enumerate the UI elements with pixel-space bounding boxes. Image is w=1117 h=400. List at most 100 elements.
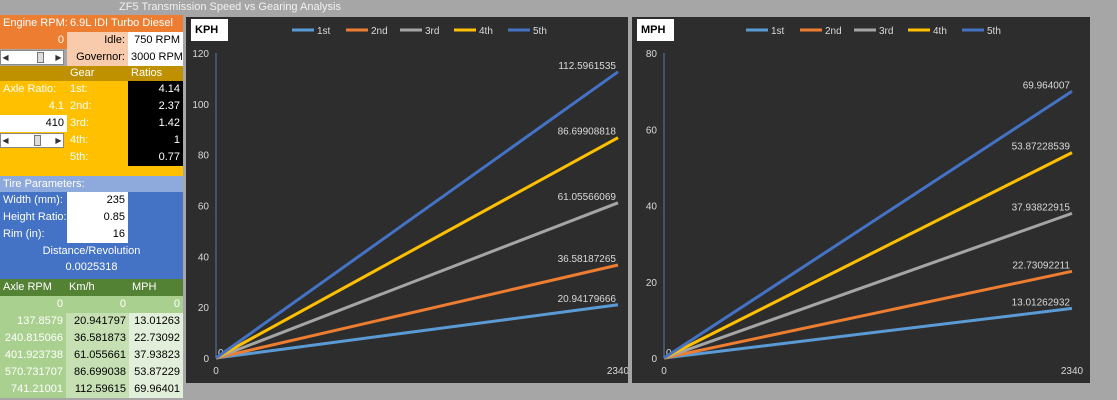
table-cell: 36.581873 — [66, 330, 129, 347]
series-line-3rd — [215, 201, 619, 360]
table-header-kmh: Km/h — [66, 279, 129, 296]
table-cell: 37.93823 — [129, 347, 183, 364]
tire-width-row: Width (mm): 235 — [0, 192, 183, 209]
mph-unit-label: MPH — [637, 19, 674, 41]
series-line-4th — [215, 136, 619, 360]
series-line-5th — [663, 90, 1073, 360]
table-cell: 0 — [0, 296, 66, 313]
legend-label: 2nd — [371, 26, 388, 37]
governor-value: 3000 RPM — [128, 49, 183, 66]
gear-label: 3rd: — [67, 115, 128, 132]
x-tick-label: 0 — [661, 366, 667, 377]
table-cell: 741.21001 — [0, 381, 66, 398]
gear-row-5: 5th: 0.77 — [0, 149, 183, 166]
series-line-5th — [215, 70, 619, 360]
gear-label: 4th: — [67, 132, 128, 149]
tire-rim-value[interactable]: 16 — [67, 226, 128, 243]
legend-label: 1st — [317, 26, 331, 37]
engine-rpm-slider-row: ◀ ▶ — [0, 49, 183, 66]
axle-ratio-value: 4.1 — [0, 98, 67, 115]
table-cell: 570.731707 — [0, 364, 66, 381]
engine-rpm-slider[interactable]: ◀ ▶ — [0, 50, 64, 65]
axle-ratio-slider[interactable]: ◀ ▶ — [0, 133, 64, 148]
y-tick-label: 60 — [198, 202, 210, 213]
tire-rim-row: Rim (in): 16 — [0, 226, 183, 243]
slider-right-arrow-icon[interactable]: ▶ — [55, 136, 62, 145]
table-header-mph: MPH — [129, 279, 183, 296]
data-label: 20.94179666 — [558, 294, 617, 305]
x-tick-label: 0 — [213, 366, 219, 377]
x-tick-label: 2340 — [607, 366, 628, 377]
tire-parameters-header: Tire Parameters: — [0, 176, 183, 192]
axle-ratio-label: Axle Ratio: — [0, 81, 67, 98]
engine-name: 6.9L IDI Turbo Diesel — [67, 15, 183, 32]
slider-right-arrow-icon[interactable]: ▶ — [55, 53, 62, 62]
slider-thumb[interactable] — [37, 52, 44, 63]
gear-header-row: Gear Ratios — [0, 66, 183, 81]
gear-ratio: 4.14 — [128, 81, 183, 98]
slider-thumb[interactable] — [34, 135, 41, 146]
data-label: 22.73092211 — [1012, 260, 1070, 271]
data-label: 36.58187265 — [558, 254, 617, 265]
y-tick-label: 100 — [192, 100, 209, 111]
gear-header: Gear — [67, 66, 128, 81]
gear-row-1: Axle Ratio: 1st: 4.14 — [0, 81, 183, 98]
series-line-2nd — [215, 263, 619, 360]
gear-label: 2nd: — [67, 98, 128, 115]
data-label: 13.01262932 — [1012, 297, 1071, 308]
legend-label: 4th — [479, 26, 493, 37]
slider-left-arrow-icon[interactable]: ◀ — [2, 136, 9, 145]
engine-rpm-label: Engine RPM: — [0, 15, 67, 32]
legend-label: 5th — [987, 26, 1001, 37]
window-title: ZF5 Transmission Speed vs Gearing Analys… — [119, 1, 341, 13]
gear-label: 5th: — [67, 149, 128, 166]
control-panel: Engine RPM: 6.9L IDI Turbo Diesel 0 Idle… — [0, 15, 183, 400]
table-row: 741.21001 112.59615 69.96401 — [0, 381, 183, 398]
series-line-4th — [663, 151, 1073, 360]
table-cell: 53.87229 — [129, 364, 183, 381]
slider-left-arrow-icon[interactable]: ◀ — [2, 53, 9, 62]
table-cell: 0 — [66, 296, 129, 313]
series-line-2nd — [663, 269, 1073, 360]
y-tick-label: 120 — [192, 49, 209, 60]
engine-values-row: Governor: 3000 RPM — [0, 49, 183, 66]
tire-height-value[interactable]: 0.85 — [67, 209, 128, 226]
y-tick-label: 60 — [646, 125, 658, 136]
distance-revolution-label: Distance/Revolution — [0, 243, 183, 259]
table-cell: 137.8579 — [0, 313, 66, 330]
table-row: 570.731707 86.699038 53.87229 — [0, 364, 183, 381]
tire-width-value[interactable]: 235 — [67, 192, 128, 209]
results-header-row: Axle RPM Km/h MPH — [0, 279, 183, 296]
kph-unit-label: KPH — [191, 19, 228, 41]
ratios-header: Ratios — [128, 66, 183, 81]
data-label: 53.87228539 — [1012, 142, 1071, 153]
series-line-1st — [663, 306, 1073, 360]
legend-label: 3rd — [879, 26, 893, 37]
gear-ratio: 1 — [128, 132, 183, 149]
y-tick-label: 40 — [198, 252, 210, 263]
legend-label: 1st — [771, 26, 785, 37]
table-cell: 13.01263 — [129, 313, 183, 330]
table-row: 137.8579 20.941797 13.01263 — [0, 313, 183, 330]
gear-ratio: 1.42 — [128, 115, 183, 132]
table-row: 401.923738 61.055661 37.93823 — [0, 347, 183, 364]
data-label: 86.69908818 — [558, 127, 617, 138]
tire-rim-label: Rim (in): — [0, 226, 67, 243]
governor-label: Governor: — [67, 49, 128, 66]
series-line-1st — [215, 303, 619, 360]
gear-label: 1st: — [67, 81, 128, 98]
y-tick-label: 20 — [646, 278, 658, 289]
table-cell: 401.923738 — [0, 347, 66, 364]
tire-width-label: Width (mm): — [0, 192, 67, 209]
gear-ratio: 2.37 — [128, 98, 183, 115]
legend-label: 3rd — [425, 26, 439, 37]
y-tick-label: 80 — [198, 151, 210, 162]
idle-value: 750 RPM — [128, 32, 183, 49]
data-label: 37.93822915 — [1012, 202, 1071, 213]
y-tick-label: 20 — [198, 303, 210, 314]
legend-label: 5th — [533, 26, 547, 37]
engine-min-value: 0 — [0, 32, 67, 49]
axle-slider-value: 410 — [0, 115, 67, 132]
